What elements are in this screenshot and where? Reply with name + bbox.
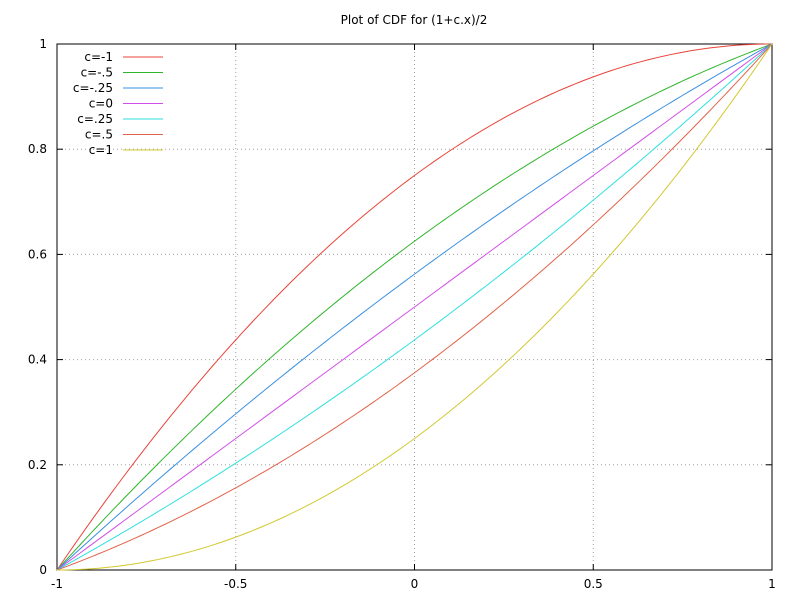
y-tick-label: 1 [39, 37, 47, 51]
series-line-6 [56, 43, 773, 571]
x-tick-label: 0.5 [584, 577, 603, 591]
legend-label: c=0 [89, 97, 113, 111]
x-tick-label: -1 [51, 577, 63, 591]
y-tick-label: 0 [39, 563, 47, 577]
legend-label: c=-.5 [81, 66, 113, 80]
ticks-layer: -1 -0.5 0 0.5 1 0 0.2 0.4 0.6 0.8 1 [28, 37, 776, 591]
legend-label: c=-.25 [73, 81, 113, 95]
legend-label: c=.5 [85, 128, 113, 142]
series-line-2 [56, 43, 773, 571]
series-line-5 [56, 43, 773, 571]
series-line-3 [56, 43, 773, 571]
y-tick-label: 0.2 [28, 458, 47, 472]
y-tick-label: 0.8 [28, 142, 47, 156]
legend-label: c=1 [89, 143, 113, 157]
series-line-4 [56, 43, 773, 571]
series-line-1 [56, 43, 773, 571]
legend-label: c=-1 [84, 50, 113, 64]
legend: c=-1 c=-.5c=-.25 c=0c=.25 c=.5c=1 [73, 50, 163, 157]
legend-label: c=.25 [77, 112, 113, 126]
y-tick-label: 0.6 [28, 247, 47, 261]
series-line-7 [56, 43, 773, 571]
y-tick-label: 0.4 [28, 353, 47, 367]
x-tick-label: 1 [768, 577, 776, 591]
series-layer [56, 43, 773, 571]
chart-title: Plot of CDF for (1+c.x)/2 [341, 13, 488, 27]
x-tick-label: 0 [411, 577, 419, 591]
x-tick-label: -0.5 [224, 577, 247, 591]
